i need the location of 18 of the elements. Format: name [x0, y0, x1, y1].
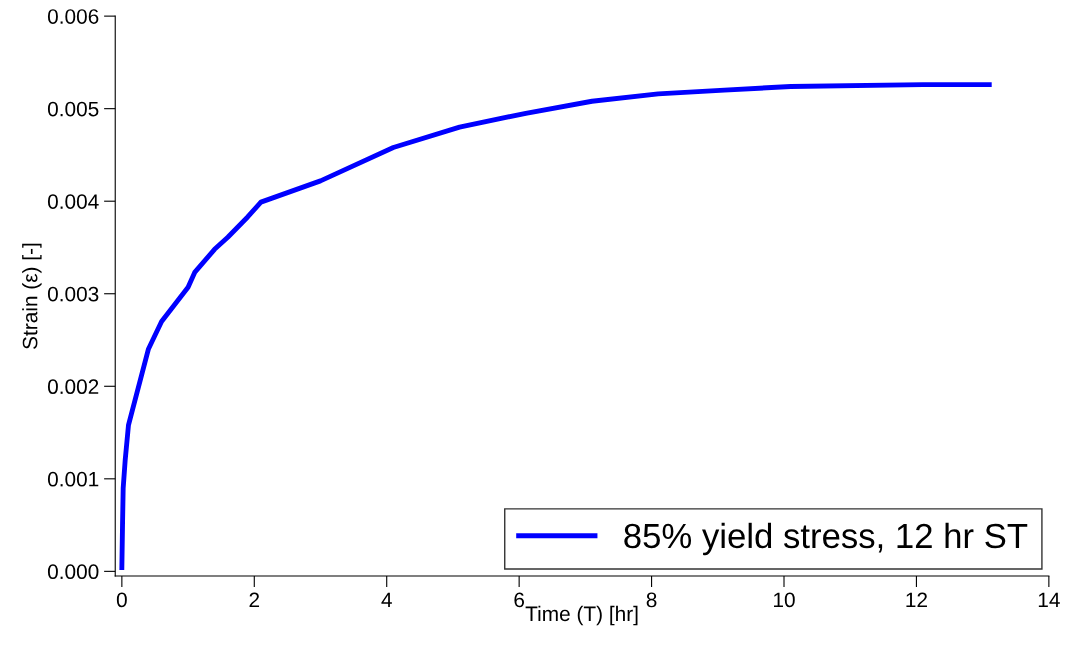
- legend-label: 85% yield stress, 12 hr ST: [624, 522, 1028, 556]
- x-axis-title: Time (T) [hr]: [525, 605, 638, 626]
- x-tick-label: 6: [514, 592, 525, 608]
- y-tick-label: 0.001: [47, 471, 99, 487]
- y-axis-title: Strain (ε) [-]: [22, 243, 42, 349]
- y-tick-label: 0.005: [47, 101, 99, 117]
- y-tick-label: 0.006: [47, 9, 99, 24]
- y-tick-label: 0.003: [47, 286, 99, 302]
- x-tick-label: 10: [774, 592, 795, 608]
- y-tick-label: 0.000: [47, 564, 99, 580]
- x-tick-label: 8: [646, 592, 657, 608]
- y-tick-label: 0.004: [47, 194, 99, 209]
- x-tick-label: 0: [116, 592, 127, 608]
- x-tick-label: 2: [249, 592, 260, 608]
- x-tick-label: 4: [381, 592, 392, 608]
- y-tick-label: 0.002: [47, 379, 99, 395]
- x-tick-label: 12: [906, 592, 927, 608]
- x-tick-label: 14: [1038, 592, 1060, 608]
